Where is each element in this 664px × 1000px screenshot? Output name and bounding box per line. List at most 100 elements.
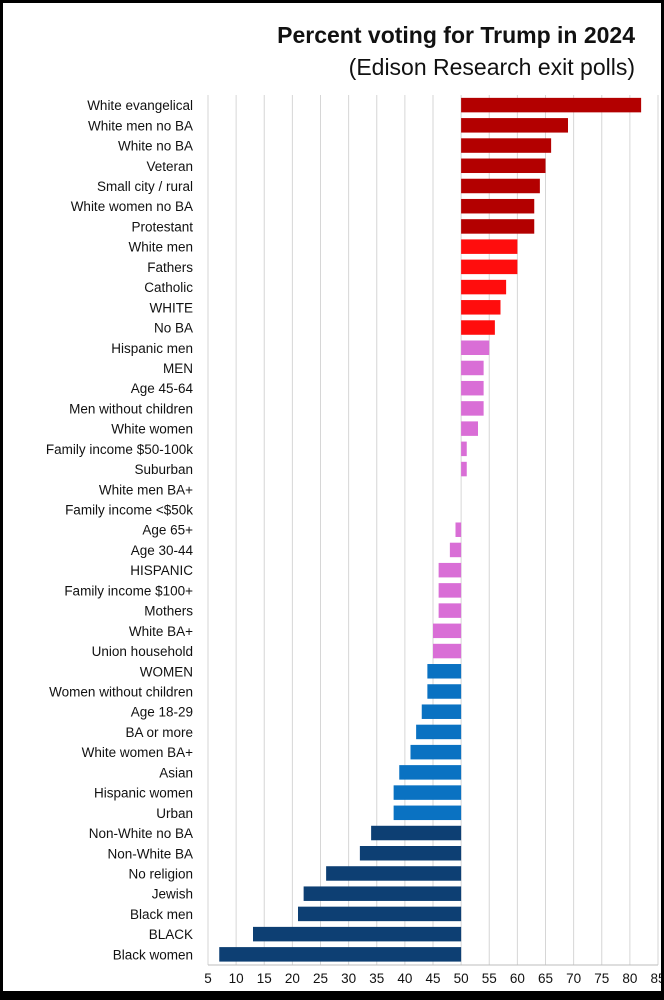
bar bbox=[399, 765, 462, 780]
bar bbox=[219, 947, 462, 962]
category-label: Union household bbox=[92, 644, 193, 659]
category-labels: White evangelical White men no BA White no… bbox=[46, 98, 194, 962]
category-label: Women without children bbox=[49, 684, 193, 699]
category-label: White no BA bbox=[118, 139, 193, 154]
category-label: Asian bbox=[159, 765, 193, 780]
category-label: Fathers bbox=[147, 260, 193, 275]
category-label: Jewish bbox=[152, 887, 193, 902]
x-tick-label: 65 bbox=[538, 971, 553, 986]
bar bbox=[461, 259, 518, 275]
x-tick-label: 70 bbox=[566, 971, 581, 986]
x-tick-label: 40 bbox=[397, 971, 412, 986]
x-tick-label: 25 bbox=[313, 971, 328, 986]
x-tick-label: 60 bbox=[510, 971, 525, 986]
x-tick-labels: 5 10 15 20 25 30 35 40 45 50 55 60 65 70 75 80 85 bbox=[204, 971, 661, 986]
bar bbox=[410, 744, 462, 760]
bar bbox=[461, 300, 501, 315]
bar bbox=[461, 118, 568, 133]
bar bbox=[461, 178, 540, 194]
bar bbox=[438, 603, 462, 618]
bar bbox=[461, 360, 484, 376]
bar bbox=[461, 380, 484, 396]
bar bbox=[393, 805, 462, 821]
bar bbox=[371, 825, 462, 841]
bar bbox=[253, 926, 462, 942]
x-tick-label: 85 bbox=[650, 971, 661, 986]
x-tick-label: 75 bbox=[594, 971, 609, 986]
x-tick-label: 45 bbox=[425, 971, 440, 986]
category-label: White BA+ bbox=[129, 624, 193, 639]
category-label: Non-White BA bbox=[107, 846, 193, 861]
category-label: BA or more bbox=[125, 725, 193, 740]
category-label: Mothers bbox=[144, 604, 193, 619]
category-label: White women no BA bbox=[71, 199, 193, 214]
category-label: Veteran bbox=[146, 159, 193, 174]
category-label: White men BA+ bbox=[99, 482, 193, 497]
category-label: White women bbox=[111, 422, 193, 437]
bar bbox=[438, 562, 462, 578]
category-label: Suburban bbox=[134, 462, 193, 477]
bar bbox=[461, 320, 495, 335]
bar-chart: Percent voting for Trump in 2024 (Edison… bbox=[46, 22, 661, 986]
category-label: Hispanic men bbox=[111, 341, 193, 356]
category-label: WOMEN bbox=[140, 664, 193, 679]
bar bbox=[461, 138, 552, 153]
bar bbox=[461, 279, 507, 295]
category-label: Black women bbox=[113, 947, 193, 962]
chart-subtitle: (Edison Research exit polls) bbox=[349, 54, 635, 80]
bar bbox=[416, 724, 462, 740]
x-tick-label: 80 bbox=[622, 971, 637, 986]
category-label: WHITE bbox=[150, 300, 194, 315]
category-label: Urban bbox=[156, 806, 193, 821]
category-label: Men without children bbox=[69, 401, 193, 416]
category-label: Age 18-29 bbox=[131, 705, 193, 720]
category-label: Non-White no BA bbox=[89, 826, 193, 841]
category-label: No religion bbox=[128, 866, 193, 881]
bar bbox=[359, 846, 462, 861]
bar bbox=[461, 441, 467, 457]
x-tick-label: 5 bbox=[204, 971, 212, 986]
category-label: Small city / rural bbox=[97, 179, 193, 194]
bar bbox=[449, 542, 462, 558]
category-label: Age 65+ bbox=[142, 523, 193, 538]
bar bbox=[455, 522, 462, 537]
bar bbox=[461, 401, 484, 416]
bar bbox=[433, 623, 462, 639]
bar bbox=[433, 643, 462, 659]
bar bbox=[461, 219, 535, 234]
category-label: BLACK bbox=[149, 927, 193, 942]
bar bbox=[461, 421, 478, 436]
x-tick-label: 50 bbox=[454, 971, 469, 986]
category-label: White evangelical bbox=[87, 98, 193, 113]
bar bbox=[393, 785, 462, 800]
bar bbox=[427, 684, 462, 699]
category-label: White men no BA bbox=[88, 118, 193, 133]
bars bbox=[219, 97, 642, 962]
x-tick-label: 15 bbox=[257, 971, 272, 986]
category-label: Family income $100+ bbox=[64, 583, 193, 598]
bar bbox=[461, 239, 518, 254]
category-label: Age 45-64 bbox=[131, 381, 194, 396]
category-label: HISPANIC bbox=[130, 563, 193, 578]
chart-title: Percent voting for Trump in 2024 bbox=[277, 22, 635, 48]
category-label: Hispanic women bbox=[94, 786, 193, 801]
chart-frame: Percent voting for Trump in 2024 (Edison… bbox=[3, 3, 661, 991]
x-tick-label: 20 bbox=[285, 971, 300, 986]
category-label: White women BA+ bbox=[82, 745, 194, 760]
category-label: MEN bbox=[163, 361, 193, 376]
category-label: Family income <$50k bbox=[65, 503, 193, 518]
category-label: Age 30-44 bbox=[131, 543, 194, 558]
bar bbox=[461, 340, 490, 355]
x-tick-label: 55 bbox=[482, 971, 497, 986]
bar bbox=[461, 158, 546, 174]
bar bbox=[326, 866, 462, 881]
x-tick-label: 10 bbox=[229, 971, 244, 986]
bar bbox=[298, 906, 462, 922]
bar bbox=[461, 198, 535, 214]
category-label: Family income $50-100k bbox=[46, 442, 193, 457]
bar bbox=[461, 97, 642, 113]
bar bbox=[421, 704, 462, 719]
x-tick-label: 35 bbox=[369, 971, 384, 986]
bar bbox=[438, 583, 462, 598]
category-label: Protestant bbox=[131, 219, 193, 234]
